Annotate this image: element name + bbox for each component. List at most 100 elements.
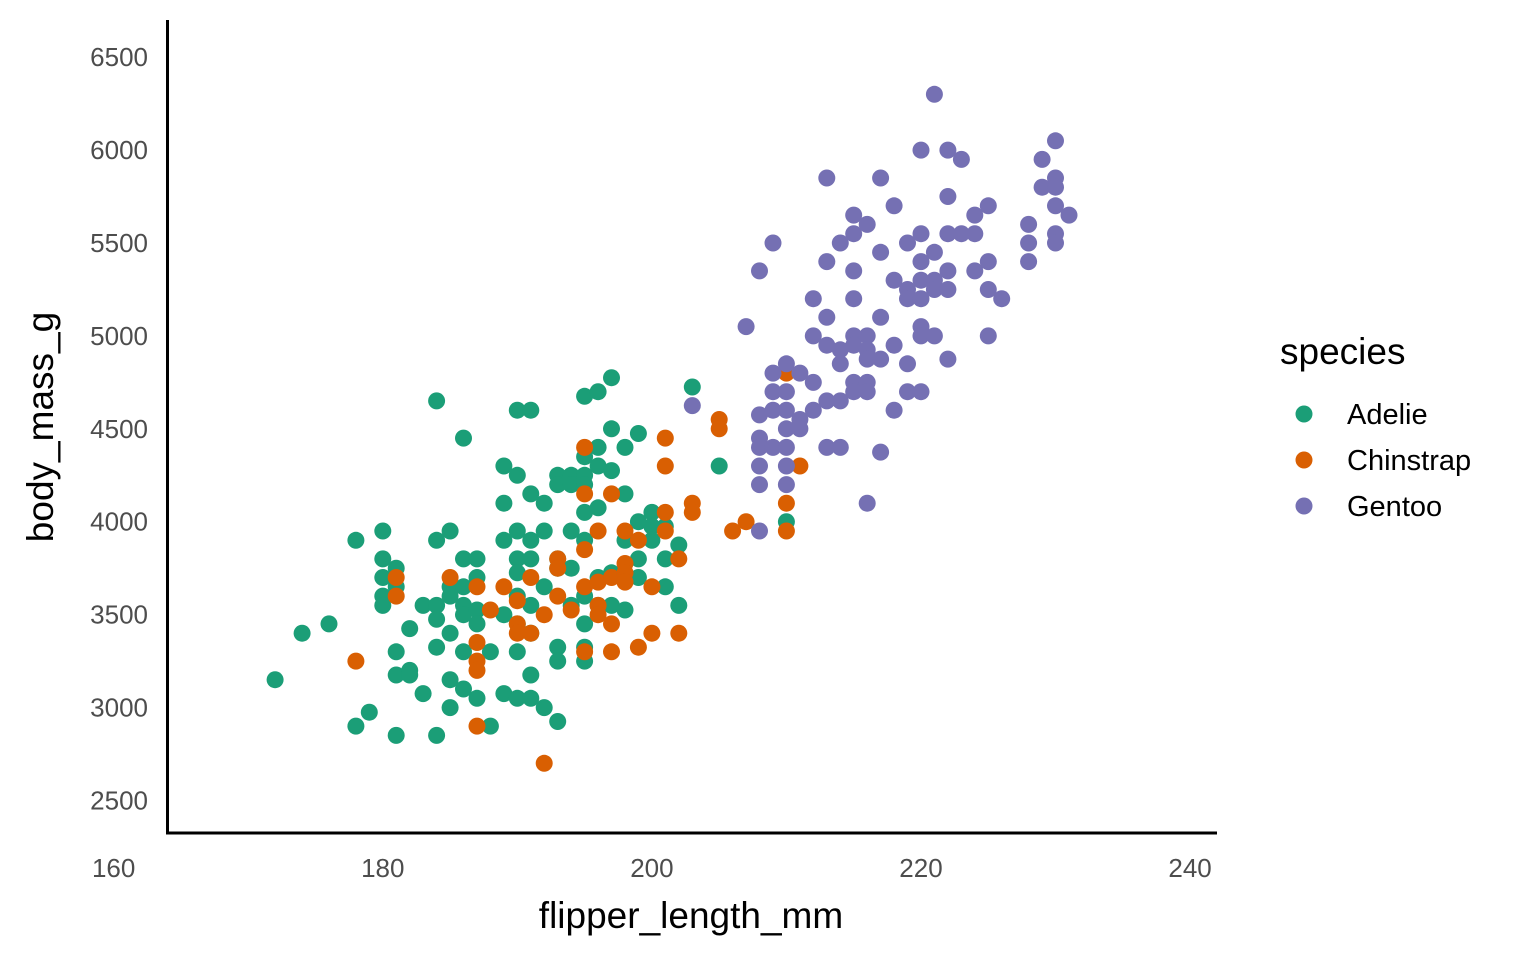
data-point xyxy=(925,85,943,103)
data-point xyxy=(1047,178,1064,196)
data-point xyxy=(858,494,876,512)
data-point xyxy=(481,601,499,619)
data-point xyxy=(643,531,661,549)
y-tick-label: 3500 xyxy=(90,600,148,630)
data-point xyxy=(656,578,674,596)
data-point xyxy=(912,253,930,271)
data-point xyxy=(522,550,540,568)
y-tick-label: 4000 xyxy=(90,507,148,537)
legend: species Adelie Chinstrap Gentoo xyxy=(1280,331,1471,523)
legend-label: Chinstrap xyxy=(1347,445,1471,477)
data-point xyxy=(751,438,768,456)
data-point xyxy=(616,485,634,503)
data-point xyxy=(549,652,567,670)
data-point xyxy=(603,643,620,661)
data-point xyxy=(508,401,526,419)
data-point xyxy=(589,606,607,624)
data-point xyxy=(468,717,486,735)
data-point xyxy=(401,666,419,684)
y-tick-label: 5500 xyxy=(90,228,148,258)
data-point xyxy=(616,522,634,540)
y-axis-ticks: 2500 3000 3500 4000 4500 5000 5500 6000 6500 xyxy=(90,42,148,815)
legend-key-chinstrap xyxy=(1295,451,1313,469)
data-point xyxy=(629,638,647,656)
data-point xyxy=(441,522,459,540)
data-point xyxy=(899,355,916,373)
data-point xyxy=(845,225,863,243)
data-point xyxy=(374,550,392,568)
data-point xyxy=(952,150,970,168)
data-point xyxy=(603,369,620,387)
plot-area xyxy=(266,85,1078,772)
legend-key-adelie xyxy=(1295,405,1313,423)
x-axis-title: flipper_length_mm xyxy=(539,895,843,936)
data-point xyxy=(428,638,446,656)
data-point xyxy=(468,689,486,707)
legend-label: Adelie xyxy=(1347,399,1428,431)
data-point xyxy=(508,592,526,610)
data-point xyxy=(495,531,513,549)
data-point xyxy=(858,215,876,233)
legend-label: Gentoo xyxy=(1347,491,1442,523)
data-point xyxy=(508,522,526,540)
data-point xyxy=(576,578,594,596)
data-point xyxy=(603,485,620,503)
data-point xyxy=(643,578,661,596)
data-point xyxy=(428,531,446,549)
data-point xyxy=(1047,234,1064,252)
data-point xyxy=(710,457,728,475)
data-point xyxy=(576,387,594,405)
data-point xyxy=(751,476,768,494)
data-point xyxy=(764,383,782,401)
data-point xyxy=(603,462,620,480)
data-point xyxy=(831,234,849,252)
series-adelie xyxy=(266,369,795,744)
data-point xyxy=(872,169,890,187)
data-point xyxy=(441,624,459,642)
data-point xyxy=(656,457,674,475)
data-point xyxy=(562,559,580,577)
x-axis-ticks: 160 180 200 220 240 xyxy=(92,853,1212,883)
x-tick-label: 180 xyxy=(361,853,404,883)
data-point xyxy=(979,253,997,271)
data-point xyxy=(777,494,795,512)
data-point xyxy=(751,406,768,424)
data-point xyxy=(374,596,392,614)
data-point xyxy=(872,243,890,261)
data-point xyxy=(1020,253,1038,271)
data-point xyxy=(872,308,890,326)
data-point xyxy=(885,336,903,354)
data-point xyxy=(777,476,795,494)
data-point xyxy=(818,169,836,187)
data-point xyxy=(468,661,486,679)
data-point xyxy=(508,624,526,642)
data-point xyxy=(522,624,540,642)
data-point xyxy=(885,401,903,419)
data-point xyxy=(764,438,782,456)
data-point xyxy=(912,141,930,159)
data-point xyxy=(858,327,876,345)
data-point xyxy=(872,350,890,368)
data-point xyxy=(495,494,513,512)
data-point xyxy=(522,401,540,419)
data-point xyxy=(535,606,553,624)
series-gentoo xyxy=(683,85,1078,540)
y-tick-label: 6000 xyxy=(90,135,148,165)
data-point xyxy=(481,643,499,661)
data-point xyxy=(872,443,890,461)
data-point xyxy=(549,559,567,577)
data-point xyxy=(576,485,594,503)
data-point xyxy=(885,271,903,289)
data-point xyxy=(1033,178,1051,196)
data-point xyxy=(804,401,822,419)
data-point xyxy=(428,610,446,628)
data-point xyxy=(522,485,540,503)
data-point xyxy=(576,541,594,559)
data-point xyxy=(455,578,472,596)
legend-key-gentoo xyxy=(1295,497,1313,515)
data-point xyxy=(481,717,499,735)
x-tick-label: 240 xyxy=(1168,853,1211,883)
data-point xyxy=(387,726,405,744)
data-point xyxy=(966,206,984,224)
data-point xyxy=(576,615,594,633)
